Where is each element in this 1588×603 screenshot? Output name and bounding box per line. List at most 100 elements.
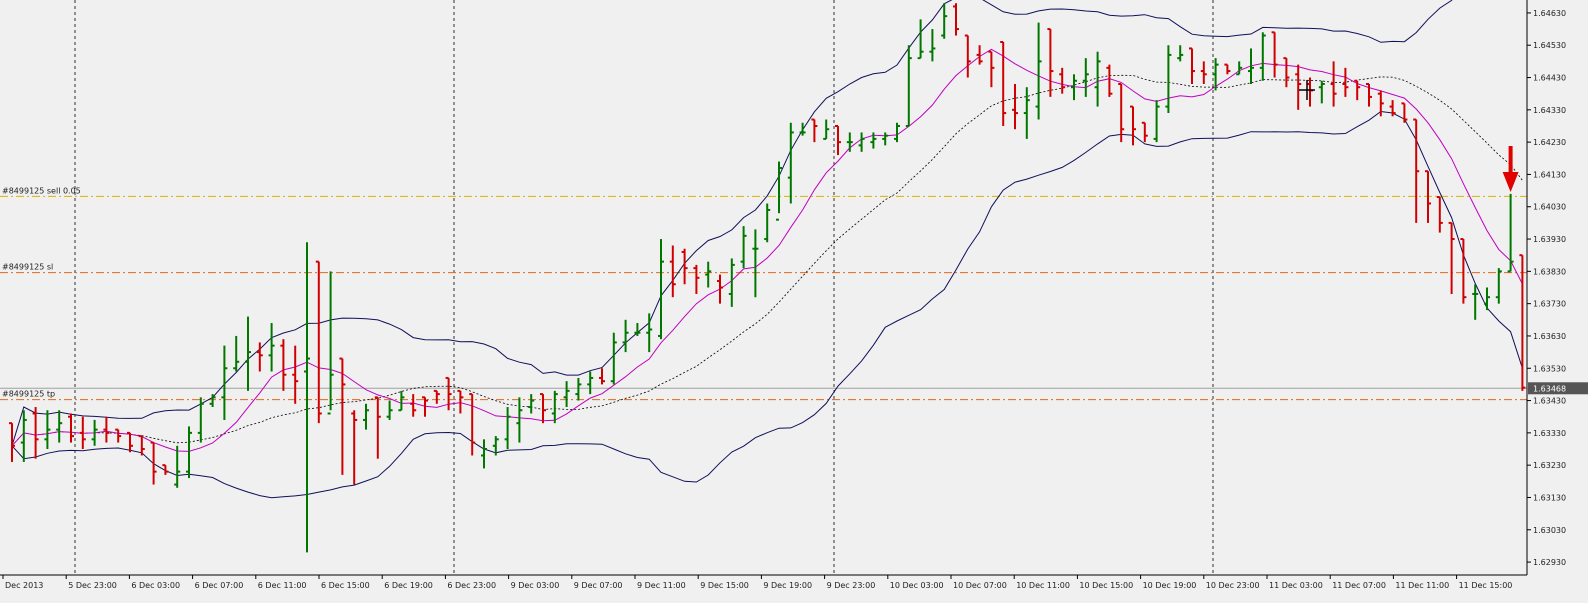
ohlc-bar-64 — [764, 203, 771, 243]
ohlc-bar-52 — [622, 319, 629, 353]
x-tick-label-22: 11 Dec 11:00 — [1395, 581, 1449, 590]
y-tick-label-3: 1.64330 — [1533, 106, 1566, 115]
ohlc-bars — [9, 3, 1526, 553]
ohlc-bar-60 — [717, 274, 723, 304]
ohlc-bar-105 — [1248, 48, 1254, 84]
ohlc-bar-65 — [776, 161, 782, 221]
ohlc-bar-47 — [563, 381, 570, 408]
ohlc-bar-57 — [681, 248, 688, 285]
x-tick-label-2: 6 Dec 03:00 — [131, 581, 180, 590]
x-tick-label-13: 9 Dec 23:00 — [827, 581, 876, 590]
time-axis: Dec 2013 5 Dec 23:00 6 Dec 03:00 6 Dec 07:0… — [2, 575, 1513, 590]
ohlc-bar-71 — [846, 132, 853, 152]
ohlc-bar-51 — [610, 332, 617, 385]
ohlc-bar-9 — [115, 428, 122, 443]
ohlc-bar-70 — [835, 124, 841, 156]
ohlc-bar-82 — [976, 45, 983, 65]
bollinger-upper — [11, 0, 1453, 446]
ohlc-bar-10 — [127, 431, 133, 453]
ohlc-bar-93 — [1106, 64, 1113, 97]
x-tick-label-0: Dec 2013 — [5, 581, 43, 590]
ohlc-bar-118 — [1401, 102, 1408, 123]
ohlc-bar-91 — [1082, 58, 1089, 97]
ohlc-bar-18 — [221, 345, 228, 420]
ohlc-bar-15 — [186, 426, 192, 479]
ohlc-bar-54 — [646, 313, 653, 353]
ohlc-bar-73 — [870, 132, 877, 149]
ohlc-bar-5 — [68, 413, 74, 443]
x-tick-label-15: 10 Dec 07:00 — [953, 581, 1007, 590]
ohlc-bar-33 — [398, 390, 405, 412]
ohlc-bar-103 — [1224, 63, 1231, 75]
ohlc-bar-40 — [481, 439, 487, 469]
markers — [1299, 80, 1519, 192]
current-price-label: 1.63468 — [1533, 384, 1566, 393]
ohlc-bar-29 — [351, 410, 358, 485]
ohlc-bar-62 — [740, 226, 747, 269]
ohlc-bar-4 — [56, 410, 63, 443]
y-tick-label-13: 1.63330 — [1533, 429, 1566, 438]
ohlc-bar-101 — [1200, 61, 1207, 84]
ohlc-bar-75 — [894, 122, 900, 143]
ohlc-bar-24 — [292, 345, 299, 404]
ohlc-bar-85 — [1012, 83, 1018, 130]
ohlc-bar-19 — [233, 335, 240, 372]
x-tick-label-14: 10 Dec 03:00 — [890, 581, 944, 590]
ohlc-bar-46 — [551, 390, 558, 424]
ohlc-bar-113 — [1342, 67, 1349, 97]
ohlc-bar-117 — [1389, 100, 1396, 117]
ohlc-bar-28 — [339, 357, 346, 475]
order-label-1: #8499125 sl — [2, 263, 53, 272]
ohlc-bar-120 — [1425, 170, 1431, 223]
ohlc-bar-111 — [1318, 80, 1325, 104]
y-tick-label-7: 1.63930 — [1533, 235, 1566, 244]
y-tick-label-0: 1.64630 — [1533, 9, 1566, 18]
ohlc-bar-114 — [1354, 79, 1361, 101]
ohlc-bar-122 — [1448, 221, 1455, 294]
x-tick-label-20: 11 Dec 03:00 — [1269, 581, 1323, 590]
ohlc-bar-34 — [410, 394, 417, 417]
ohlc-bar-13 — [162, 464, 169, 475]
y-tick-label-9: 1.63730 — [1533, 300, 1566, 309]
y-tick-label-1: 1.64530 — [1533, 41, 1566, 50]
ohlc-bar-48 — [575, 377, 582, 401]
ohlc-bar-7 — [91, 419, 98, 446]
x-tick-label-12: 9 Dec 19:00 — [763, 581, 812, 590]
ohlc-bar-109 — [1295, 64, 1302, 110]
y-tick-label-5: 1.64130 — [1533, 170, 1566, 179]
ohlc-bar-90 — [1071, 74, 1077, 101]
order-label-0: #8499125 sell 0.05 — [2, 186, 81, 195]
ohlc-bar-127 — [1507, 193, 1514, 273]
down-arrow-icon — [1502, 172, 1519, 192]
ohlc-bar-1 — [20, 410, 27, 462]
ohlc-bar-102 — [1212, 58, 1219, 91]
x-tick-label-21: 11 Dec 07:00 — [1332, 581, 1386, 590]
ohlc-bar-95 — [1130, 105, 1136, 146]
x-tick-label-23: 11 Dec 15:00 — [1459, 581, 1513, 590]
ohlc-bar-89 — [1059, 67, 1066, 94]
ohlc-bar-126 — [1495, 268, 1502, 304]
indicators — [11, 0, 1523, 499]
ohlc-bar-123 — [1460, 238, 1467, 304]
ohlc-bar-0 — [9, 422, 15, 462]
y-tick-label-8: 1.63830 — [1533, 267, 1566, 276]
ohlc-bar-3 — [44, 410, 51, 450]
ohlc-bar-43 — [516, 397, 523, 443]
y-tick-label-12: 1.63430 — [1533, 397, 1566, 406]
ohlc-bar-25 — [304, 242, 310, 553]
ohlc-bar-45 — [540, 393, 546, 424]
y-tick-label-16: 1.63030 — [1533, 526, 1566, 535]
ohlc-bar-128 — [1519, 254, 1526, 391]
ohlc-bar-32 — [386, 400, 393, 420]
ohlc-bar-86 — [1023, 87, 1030, 139]
moving-average-dotted — [11, 74, 1523, 447]
ohlc-bar-68 — [811, 118, 818, 143]
ohlc-bar-119 — [1413, 118, 1420, 223]
x-tick-label-5: 6 Dec 15:00 — [321, 581, 370, 590]
x-tick-label-17: 10 Dec 15:00 — [1079, 581, 1133, 590]
y-tick-label-17: 1.62930 — [1533, 558, 1566, 567]
ohlc-bar-49 — [587, 371, 594, 395]
ohlc-bar-12 — [150, 441, 157, 485]
